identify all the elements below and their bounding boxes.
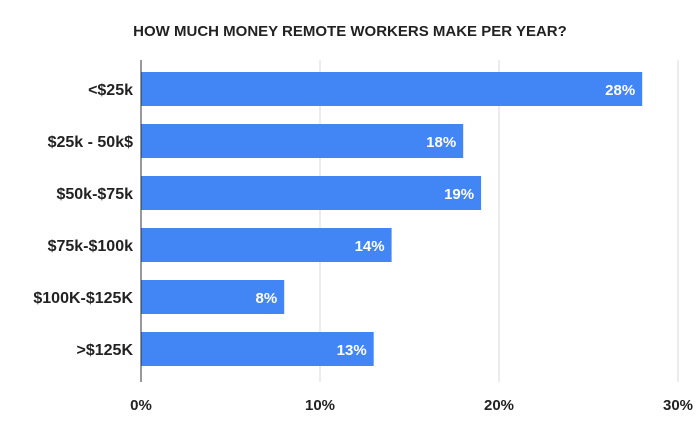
- x-tick-label: 20%: [484, 397, 514, 414]
- x-tick-label: 0%: [130, 397, 152, 414]
- category-label: $75k-$100k: [48, 238, 134, 255]
- label-layer: <$25k 28% $25k - 50k$ 18% $50k-$75k 19% $75k-$…: [33, 82, 635, 359]
- data-label: 8%: [256, 290, 278, 307]
- bar: [141, 176, 482, 210]
- bar: [141, 72, 643, 106]
- bar: [141, 280, 285, 314]
- x-tick-label: 30%: [663, 397, 693, 414]
- category-label: $100K-$125K: [33, 290, 133, 307]
- x-tick-label: 10%: [305, 397, 335, 414]
- data-label: 28%: [605, 82, 635, 99]
- category-label: $50k-$75k: [56, 186, 133, 203]
- data-label: 19%: [444, 186, 474, 203]
- data-label: 18%: [426, 134, 456, 151]
- bar: [141, 228, 392, 262]
- grid-layer: [319, 60, 679, 382]
- data-label: 14%: [355, 238, 385, 255]
- category-label: >$125K: [77, 342, 134, 359]
- category-label: <$25k: [88, 82, 133, 99]
- bar-layer: [141, 72, 643, 366]
- bar: [141, 124, 464, 158]
- chart-title: HOW MUCH MONEY REMOTE WORKERS MAKE PER Y…: [133, 23, 567, 40]
- tick-layer: 0% 10% 20% 30%: [130, 397, 693, 414]
- data-label: 13%: [337, 342, 367, 359]
- bar: [141, 332, 374, 366]
- category-label: $25k - 50k$: [48, 134, 134, 151]
